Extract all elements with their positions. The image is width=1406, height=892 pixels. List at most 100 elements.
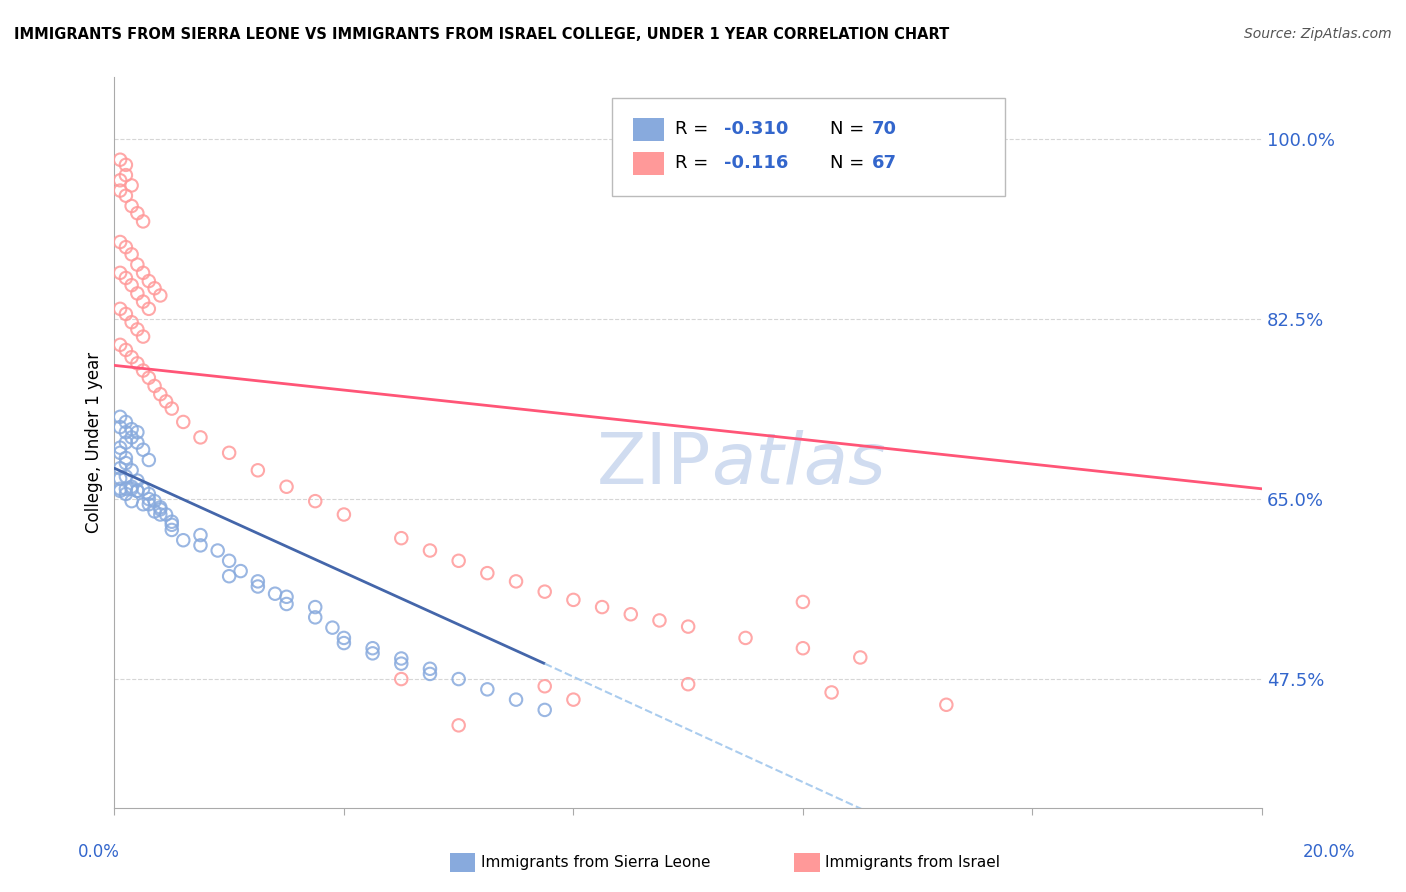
Point bbox=[419, 667, 441, 681]
Point bbox=[127, 206, 149, 220]
Point bbox=[121, 422, 143, 436]
Text: 67: 67 bbox=[872, 154, 897, 172]
Point bbox=[648, 614, 671, 628]
Point bbox=[108, 153, 131, 167]
Point bbox=[246, 463, 269, 477]
Point bbox=[389, 657, 412, 671]
Point bbox=[132, 363, 155, 377]
Point bbox=[505, 574, 527, 589]
Point bbox=[304, 494, 326, 508]
Text: R =: R = bbox=[675, 120, 714, 138]
Point bbox=[108, 471, 131, 485]
Point bbox=[132, 266, 155, 280]
Point bbox=[676, 619, 699, 633]
Point bbox=[304, 610, 326, 624]
Point bbox=[127, 258, 149, 272]
Point bbox=[246, 580, 269, 594]
Point bbox=[108, 301, 131, 316]
Point bbox=[935, 698, 957, 712]
Point bbox=[143, 504, 166, 518]
Point bbox=[676, 677, 699, 691]
Point bbox=[160, 515, 183, 529]
Text: R =: R = bbox=[675, 154, 714, 172]
Point bbox=[138, 370, 160, 384]
Point bbox=[447, 672, 470, 686]
Point bbox=[115, 188, 138, 202]
Text: N =: N = bbox=[830, 154, 869, 172]
Point bbox=[108, 409, 131, 424]
Point bbox=[115, 456, 138, 470]
Point bbox=[276, 480, 298, 494]
Point bbox=[533, 703, 555, 717]
Point bbox=[218, 569, 240, 583]
Point bbox=[121, 480, 143, 494]
Point bbox=[132, 482, 155, 496]
Point bbox=[792, 641, 814, 656]
Point bbox=[361, 641, 384, 656]
Text: atlas: atlas bbox=[711, 430, 886, 499]
Text: Immigrants from Sierra Leone: Immigrants from Sierra Leone bbox=[481, 855, 710, 870]
Point bbox=[276, 590, 298, 604]
Text: ZIP: ZIP bbox=[596, 430, 711, 499]
Point bbox=[389, 672, 412, 686]
Text: N =: N = bbox=[830, 120, 869, 138]
Point bbox=[562, 593, 585, 607]
Point bbox=[138, 274, 160, 288]
Point bbox=[108, 184, 131, 198]
Point bbox=[108, 173, 131, 187]
Point bbox=[115, 425, 138, 440]
Point bbox=[108, 420, 131, 434]
Point bbox=[477, 566, 499, 581]
Point bbox=[127, 435, 149, 450]
Point bbox=[132, 442, 155, 457]
Point bbox=[115, 168, 138, 182]
Point bbox=[115, 240, 138, 254]
Point bbox=[149, 508, 172, 522]
Point bbox=[190, 538, 212, 552]
Point bbox=[477, 682, 499, 697]
Point bbox=[108, 441, 131, 455]
Point bbox=[108, 483, 131, 498]
Point bbox=[121, 178, 143, 193]
Point bbox=[505, 692, 527, 706]
Point bbox=[108, 266, 131, 280]
Point bbox=[620, 607, 643, 622]
Text: IMMIGRANTS FROM SIERRA LEONE VS IMMIGRANTS FROM ISRAEL COLLEGE, UNDER 1 YEAR COR: IMMIGRANTS FROM SIERRA LEONE VS IMMIGRAN… bbox=[14, 27, 949, 42]
Point bbox=[132, 294, 155, 309]
Point bbox=[108, 235, 131, 249]
Point bbox=[820, 685, 842, 699]
Point bbox=[389, 651, 412, 665]
Point bbox=[155, 394, 177, 409]
Point bbox=[115, 343, 138, 357]
Point bbox=[132, 214, 155, 228]
Point bbox=[591, 600, 613, 615]
Point bbox=[127, 474, 149, 488]
Point bbox=[190, 528, 212, 542]
Point bbox=[447, 554, 470, 568]
Point bbox=[160, 523, 183, 537]
Point bbox=[127, 286, 149, 301]
Point bbox=[246, 574, 269, 589]
Text: 70: 70 bbox=[872, 120, 897, 138]
Point bbox=[127, 483, 149, 498]
Point bbox=[533, 584, 555, 599]
Point bbox=[143, 494, 166, 508]
Text: Immigrants from Israel: Immigrants from Israel bbox=[825, 855, 1000, 870]
Point bbox=[132, 329, 155, 343]
Point bbox=[115, 158, 138, 172]
Point bbox=[121, 350, 143, 364]
Point bbox=[172, 533, 194, 548]
Point bbox=[389, 531, 412, 545]
Point bbox=[304, 600, 326, 615]
Point bbox=[121, 494, 143, 508]
Point bbox=[533, 679, 555, 693]
Point bbox=[149, 502, 172, 516]
Point bbox=[229, 564, 252, 578]
Point bbox=[127, 322, 149, 336]
Point bbox=[321, 621, 343, 635]
Point bbox=[108, 338, 131, 352]
Point bbox=[361, 646, 384, 660]
Point bbox=[121, 315, 143, 329]
Point bbox=[218, 554, 240, 568]
Point bbox=[115, 435, 138, 450]
